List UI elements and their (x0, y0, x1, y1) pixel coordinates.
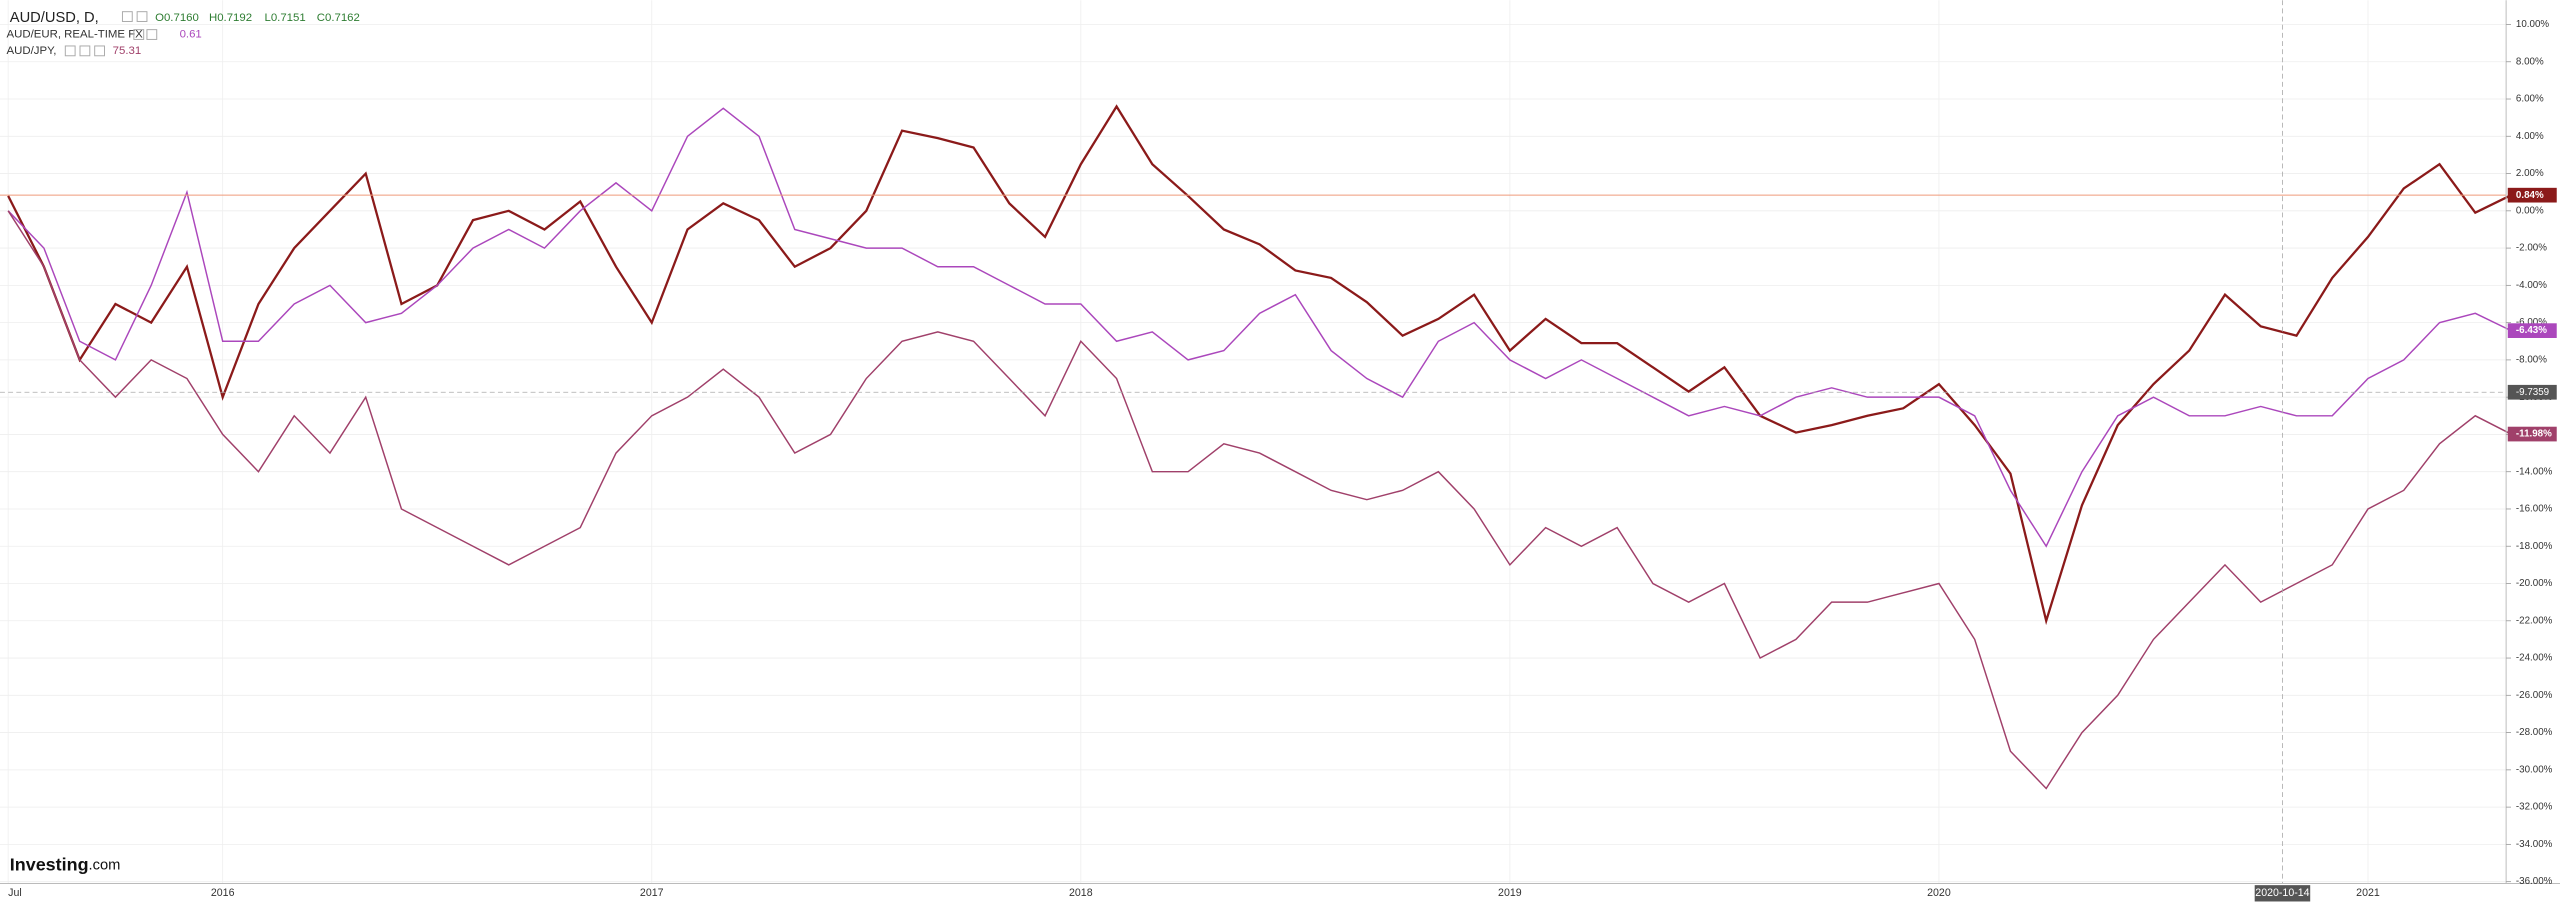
compare-symbol: AUD/JPY, (7, 45, 57, 57)
icon (136, 11, 148, 22)
grid (0, 0, 2507, 884)
x-tick-label: 2018 (1069, 887, 1093, 899)
crosshair-x-box (2254, 885, 2311, 902)
y-tick-label: -26.00% (2516, 690, 2553, 701)
last-value-label: 0.84% (2516, 190, 2544, 201)
y-tick-label: 2.00% (2516, 168, 2544, 179)
x-tick-label: 2016 (211, 887, 235, 899)
y-tick-label: -14.00% (2516, 466, 2553, 477)
last-value-box (2507, 323, 2557, 338)
y-tick-label: -8.00% (2516, 354, 2547, 365)
plot-area (0, 0, 2512, 884)
close: C0.7162 (317, 12, 360, 24)
icon (146, 29, 158, 40)
y-tick-label: -22.00% (2516, 615, 2553, 626)
crosshair-y-label: -9.7359 (2516, 387, 2549, 398)
x-tick-label: 2017 (640, 887, 664, 899)
y-tick-label: -28.00% (2516, 727, 2553, 738)
low: L0.7151 (264, 12, 305, 24)
x-tick-label: 2019 (1498, 887, 1522, 899)
icon (64, 45, 76, 57)
y-tick-label: -4.00% (2516, 280, 2547, 291)
series-line (7, 107, 2512, 548)
series-line (7, 210, 2512, 790)
icon (133, 29, 145, 40)
y-tick-label: -20.00% (2516, 578, 2553, 589)
x-tick-label: 2021 (2356, 887, 2380, 899)
icon (94, 45, 105, 57)
y-tick-label: 0.00% (2516, 205, 2544, 216)
y-tick-label: 10.00% (2516, 19, 2549, 30)
y-tick-label: -24.00% (2516, 653, 2553, 664)
y-tick-label: -18.00% (2516, 541, 2553, 552)
y-tick-label: 4.00% (2516, 131, 2544, 142)
last-value-box (2507, 187, 2557, 203)
y-tick-label: -36.00% (2516, 876, 2553, 887)
y-tick-label: -2.00% (2516, 243, 2547, 254)
icon (79, 45, 91, 57)
y-tick-label: -32.00% (2516, 802, 2553, 813)
icon (121, 11, 133, 22)
y-tick-label: -6.00% (2516, 317, 2547, 328)
y-tick-label: -34.00% (2516, 839, 2553, 850)
open: O0.7160 (155, 12, 199, 24)
y-tick-label: -16.00% (2516, 504, 2553, 515)
x-tick-label: 2020 (1927, 887, 1951, 899)
logo-brand: Investing (10, 854, 89, 874)
logo-suffix: .com (89, 857, 121, 873)
y-tick-label: 8.00% (2516, 56, 2544, 67)
y-tick-label: -30.00% (2516, 764, 2553, 775)
legend-header: AUD/USD, D, O0.7160 H0.7192 L0.7151 C0.7… (7, 10, 360, 57)
x-tick-label: Jul (8, 887, 22, 899)
y-tick-label: 6.00% (2516, 94, 2544, 105)
crosshair-x-label: 2020-10-14 (2255, 887, 2309, 899)
last-value-box (2507, 426, 2557, 442)
high: H0.7192 (209, 12, 252, 24)
symbol: AUD/USD, D, (10, 10, 99, 26)
compare-symbol: AUD/EUR, REAL-TIME FX (7, 29, 144, 41)
series-line (7, 104, 2512, 626)
compare-value: 0.61 (180, 29, 202, 41)
axes: 10.00% 8.00% 6.00% 4.00% 2.00% 0.00% -2.00% -4.… (8, 19, 2557, 902)
last-value-label: -11.98% (2516, 429, 2552, 440)
crosshair-y-box (2507, 384, 2557, 400)
logo: Investing.com (10, 854, 121, 874)
last-value-label: -6.43% (2516, 325, 2547, 336)
compare-value: 75.31 (113, 45, 142, 57)
